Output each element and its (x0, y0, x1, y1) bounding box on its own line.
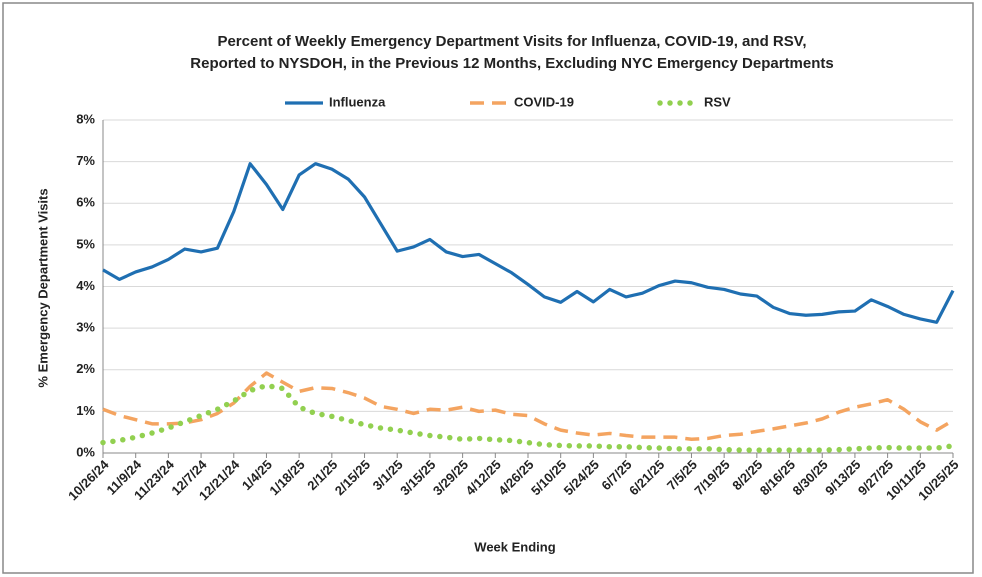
y-tick-label: 4% (76, 278, 95, 293)
x-axis-label: Week Ending (474, 539, 555, 554)
y-tick-label: 1% (76, 403, 95, 418)
series-line (100, 382, 956, 453)
y-tick-label: 8% (76, 111, 95, 126)
y-tick-label: 2% (76, 361, 95, 376)
series-line (102, 162, 955, 324)
y-axis-label: % Emergency Department Visits (35, 188, 50, 387)
chart-title: Reported to NYSDOH, in the Previous 12 M… (190, 55, 833, 72)
legend-label: RSV (704, 94, 731, 109)
legend-label: COVID-19 (514, 94, 574, 109)
legend-label: Influenza (329, 94, 386, 109)
y-tick-label: 3% (76, 320, 95, 335)
y-tick-label: 6% (76, 195, 95, 210)
y-tick-label: 0% (76, 444, 95, 459)
y-tick-label: 5% (76, 236, 95, 251)
y-tick-label: 7% (76, 153, 95, 168)
chart-title: Percent of Weekly Emergency Department V… (217, 33, 806, 50)
